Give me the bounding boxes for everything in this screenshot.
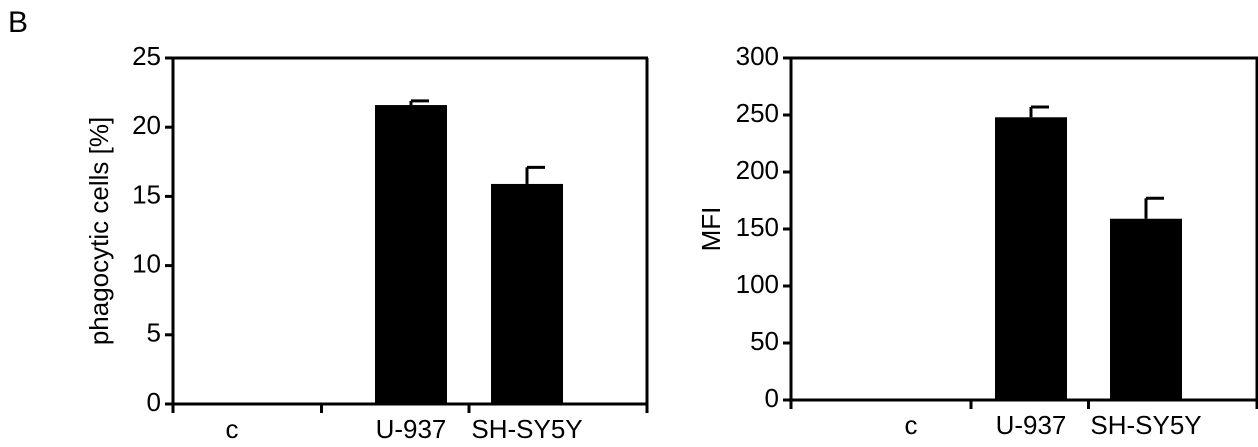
y-tick-label: 100 [736, 269, 779, 299]
y-tick-label: 15 [132, 179, 161, 209]
y-tick-label: 0 [765, 383, 779, 413]
y-tick-label: 50 [750, 326, 779, 356]
y-tick-label: 300 [736, 41, 779, 71]
bar-sh-sy5y [491, 183, 563, 404]
x-tick-label: U-937 [996, 410, 1067, 440]
y-tick-label: 200 [736, 155, 779, 185]
y-tick-label: 250 [736, 98, 779, 128]
y-tick-label: 0 [147, 387, 161, 417]
bar-u-937 [995, 117, 1067, 400]
y-axis-title: phagocytic cells [%] [84, 117, 114, 345]
x-tick-label: SH-SY5Y [1090, 410, 1201, 440]
y-tick-label: 150 [736, 212, 779, 242]
x-tick-label: U-937 [376, 414, 447, 444]
x-tick-label: SH-SY5Y [471, 414, 582, 444]
y-tick-label: 10 [132, 248, 161, 278]
bar-sh-sy5y [1110, 218, 1182, 400]
bar-u-937 [375, 105, 447, 404]
x-tick-label: c [226, 414, 239, 444]
y-axis-title: MFI [696, 207, 726, 252]
chart-1: 0 5 10 15 20 25 c U-937 SH-SY5Y phagocytic cells … [84, 41, 649, 444]
y-tick-label: 5 [147, 318, 161, 348]
y-tick-label: 20 [132, 110, 161, 140]
x-tick-label: c [905, 410, 918, 440]
chart-2: 0 50 100 150 200 250 300 c U-937 SH-SY5Y MFI [696, 41, 1258, 440]
y-tick-label: 25 [132, 41, 161, 71]
panel-label: B [8, 6, 29, 39]
